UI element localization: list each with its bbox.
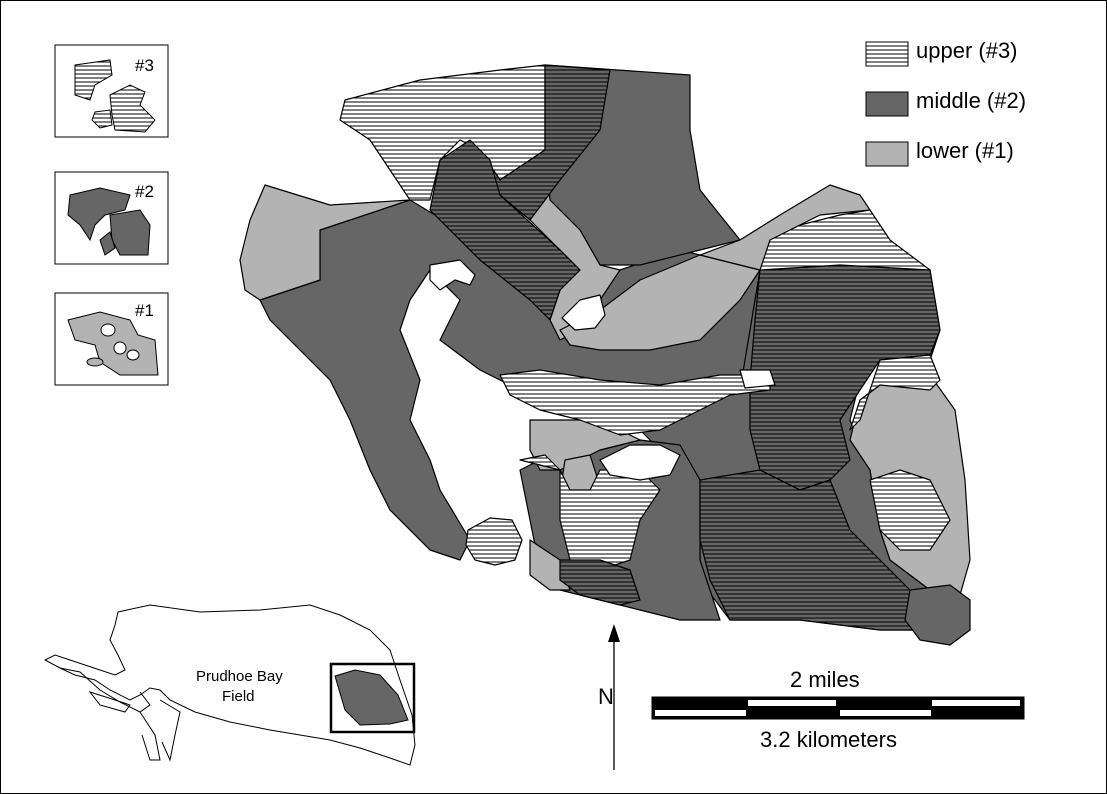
upper-layer-northeast xyxy=(759,209,931,271)
lower-layer-west xyxy=(239,184,411,301)
thumbnails xyxy=(54,44,169,386)
upper-layer-diagonal xyxy=(429,139,581,321)
north-arrow xyxy=(608,624,620,770)
north-label: N xyxy=(598,684,614,709)
upper-layer-east-band xyxy=(749,264,941,491)
upper-layer-east-edge xyxy=(869,469,951,551)
legend-swatch-lower xyxy=(865,141,909,167)
scale-bar xyxy=(651,696,1025,720)
field-label-line2: Field xyxy=(222,688,255,705)
study-area-inset xyxy=(334,669,409,726)
hole-west xyxy=(429,259,476,291)
legend-label-middle: middle (#2) xyxy=(916,88,1027,113)
legend-label-upper: upper (#3) xyxy=(916,38,1018,63)
upper-layer-east-light xyxy=(849,354,941,431)
lower-layer-northeast xyxy=(699,184,871,271)
locator-map xyxy=(43,604,416,766)
thumbnail-label-lower: #1 xyxy=(135,301,154,320)
field-label-line1: Prudhoe Bay xyxy=(196,668,283,685)
field-outline xyxy=(43,604,416,766)
upper-layer-south xyxy=(519,454,661,571)
legend-label-lower: lower (#1) xyxy=(916,138,1014,163)
lower-layer-center xyxy=(559,254,761,351)
hole-east xyxy=(739,369,776,389)
scale-km-label: 3.2 kilometers xyxy=(760,727,897,752)
main-map xyxy=(239,64,971,646)
upper-layer-small-oval xyxy=(465,517,523,566)
upper-layer-north xyxy=(339,64,546,201)
thumbnail-label-middle: #2 xyxy=(135,182,154,201)
hole-center xyxy=(599,444,681,481)
study-area-box xyxy=(329,662,416,734)
legend-swatch-middle xyxy=(865,91,909,117)
dark-oval-southeast xyxy=(904,584,971,646)
scale-miles-label: 2 miles xyxy=(790,667,860,692)
thumbnail-label-upper: #3 xyxy=(135,56,154,75)
upper-layer-north-dark xyxy=(479,64,611,221)
legend-swatch-upper xyxy=(865,41,909,67)
hole-north xyxy=(561,294,606,331)
legend xyxy=(865,41,909,167)
upper-layer-southwest-dark xyxy=(559,559,641,606)
upper-layer-center xyxy=(499,369,771,436)
